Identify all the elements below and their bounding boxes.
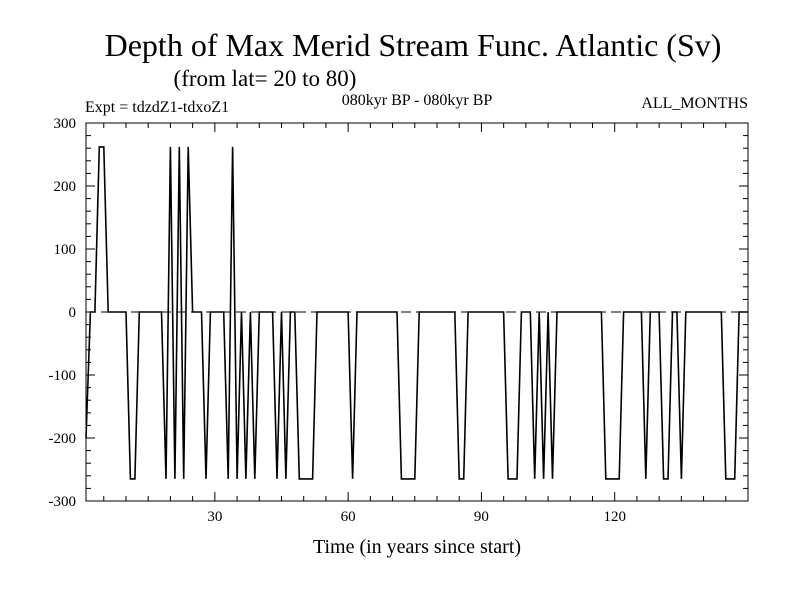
y-tick-label: -100 — [49, 368, 77, 384]
period-label: 080kyr BP - 080kyr BP — [342, 92, 493, 109]
y-tick-label: 200 — [54, 179, 77, 195]
months-label: ALL_MONTHS — [641, 95, 748, 112]
series-line-1 — [85, 146, 748, 480]
plot-area: 30 60 90 120 -300 -200 -100 0 100 200 300 — [49, 116, 749, 525]
x-axis-label: Time (in years since start) — [313, 536, 521, 558]
x-tick-label: 90 — [474, 509, 489, 525]
y-tick-label: 0 — [69, 305, 77, 321]
y-tick-label: -200 — [49, 431, 77, 447]
x-tick-label: 30 — [207, 509, 222, 525]
chart-title: Depth of Max Merid Stream Func. Atlantic… — [105, 27, 722, 63]
y-tick-label: -300 — [49, 494, 77, 510]
x-tick-label: 60 — [341, 509, 356, 525]
expt-label: Expt = tdzdZ1-tdxoZ1 — [85, 99, 229, 116]
y-tick-label: 300 — [54, 116, 77, 132]
chart-subtitle: (from lat= 20 to 80) — [174, 66, 357, 91]
x-tick-label: 120 — [603, 509, 626, 525]
y-tick-label: 100 — [54, 242, 77, 258]
